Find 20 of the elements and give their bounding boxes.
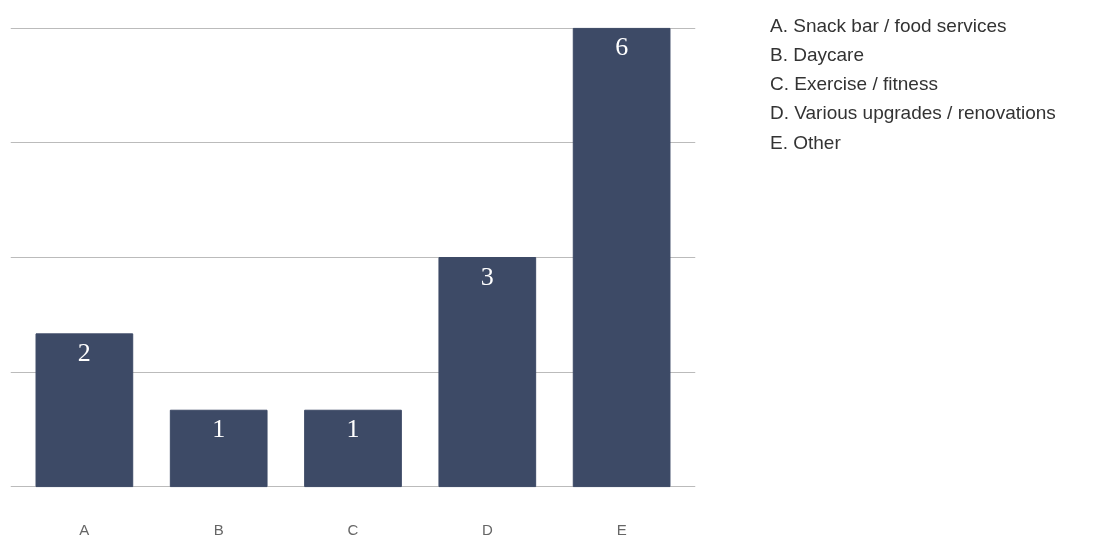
text: C. Exercise / fitness <box>770 72 939 97</box>
data-label: 6 <box>615 32 629 62</box>
data-label: 1 <box>346 414 360 444</box>
data-label: 3 <box>480 261 494 291</box>
text: D. Various upgrades / renovations <box>770 101 1057 126</box>
x-tick-label: D <box>481 520 493 538</box>
x-tick-label: A <box>79 520 90 538</box>
bar <box>304 409 402 488</box>
bar <box>169 409 268 488</box>
text: B. Daycare <box>770 43 865 68</box>
x-tick-label: C <box>347 520 359 538</box>
x-tick-label: E <box>616 520 627 538</box>
bar <box>35 333 134 488</box>
bar <box>438 257 537 488</box>
data-label: 2 <box>77 337 91 367</box>
text: E. Other <box>770 130 842 155</box>
bar <box>572 27 671 488</box>
text: A. Snack bar / food services <box>770 14 1008 38</box>
data-label: 1 <box>212 414 226 444</box>
x-tick-label: B <box>213 520 224 538</box>
